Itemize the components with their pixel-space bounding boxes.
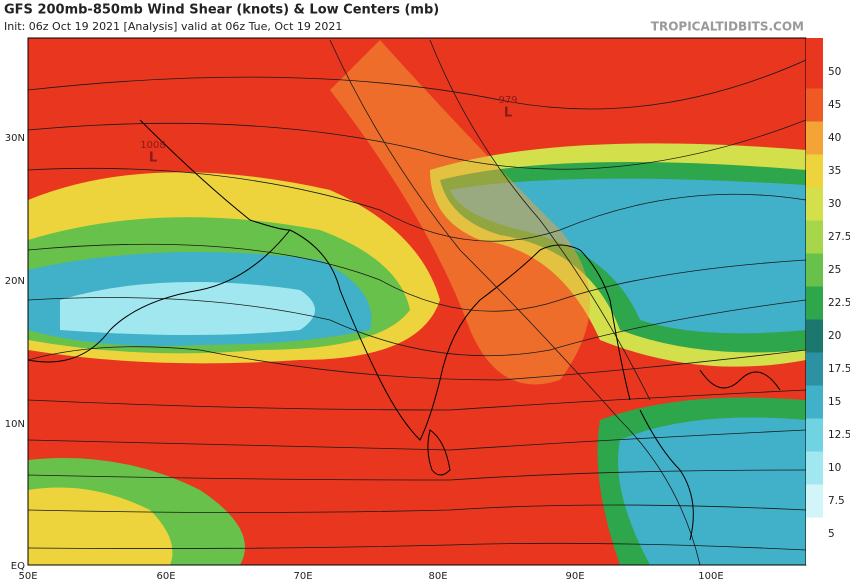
site-name: TROPICALTIDBITS.COM — [651, 20, 804, 34]
low-pressure: 979 — [498, 95, 517, 106]
colorbar-band — [806, 385, 823, 419]
title: GFS 200mb-850mb Wind Shear (knots) & Low… — [4, 3, 439, 18]
lon-label: 60E — [156, 571, 175, 582]
colorbar-label: 25 — [828, 264, 841, 276]
colorbar-band — [806, 253, 823, 287]
colorbar-band — [806, 517, 823, 565]
lon-label: 90E — [565, 571, 584, 582]
lat-label: 30N — [5, 133, 25, 144]
lat-label: EQ — [11, 561, 25, 572]
colorbar-band — [806, 187, 823, 221]
colorbar-label: 20 — [828, 330, 841, 342]
lon-label: 50E — [18, 571, 37, 582]
colorbar-band — [806, 352, 823, 386]
lon-label: 80E — [428, 571, 447, 582]
colorbar-band — [806, 319, 823, 353]
colorbar-label: 50 — [828, 66, 841, 78]
lat-label: 10N — [5, 419, 25, 430]
shear-area — [618, 417, 806, 565]
colorbar-label: 45 — [828, 99, 841, 111]
colorbar-band — [806, 121, 823, 155]
low-symbol: L — [149, 151, 157, 166]
colorbar-label: 7.5 — [828, 495, 845, 507]
colorbar-label: 10 — [828, 462, 841, 474]
colorbar-band — [806, 88, 823, 122]
colorbar: 50 45 40 35 30 27.5 25 22.5 20 17.5 15 12.5 10 7.5 5 — [806, 38, 850, 565]
colorbar-label: 30 — [828, 198, 841, 210]
colorbar-band — [806, 220, 823, 254]
colorbar-label: 40 — [828, 132, 841, 144]
low-symbol: L — [504, 106, 512, 121]
colorbar-band — [806, 418, 823, 452]
shear-area — [28, 487, 173, 565]
lon-label: 70E — [293, 571, 312, 582]
coastlines — [28, 119, 781, 541]
lon-label: 100E — [698, 571, 723, 582]
colorbar-label: 17.5 — [828, 363, 850, 375]
colorbar-label: 5 — [828, 528, 835, 540]
colorbar-band — [806, 484, 823, 518]
map — [27, 37, 807, 566]
colorbar-label: 12.5 — [828, 429, 850, 441]
colorbar-band — [806, 286, 823, 320]
shear-area — [330, 40, 590, 385]
colorbar-label: 15 — [828, 396, 841, 408]
low-pressure: 1008 — [140, 140, 165, 151]
colorbar-band — [806, 154, 823, 188]
colorbar-label: 22.5 — [828, 297, 850, 309]
init-line: Init: 06z Oct 19 2021 [Analysis] valid a… — [4, 20, 342, 33]
lat-label: 20N — [5, 276, 25, 287]
streamlines — [28, 39, 806, 565]
shear-area — [60, 282, 315, 335]
colorbar-band — [806, 38, 823, 89]
colorbar-label: 27.5 — [828, 231, 850, 243]
colorbar-label: 35 — [828, 165, 841, 177]
colorbar-band — [806, 451, 823, 485]
